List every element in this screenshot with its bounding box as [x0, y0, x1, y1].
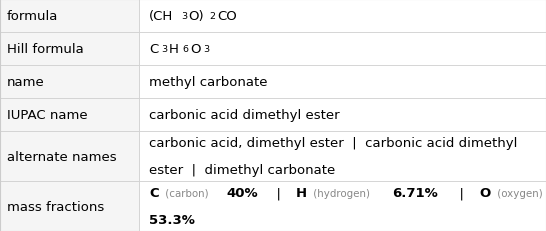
Text: methyl carbonate: methyl carbonate: [149, 76, 268, 88]
Text: 40%: 40%: [227, 187, 258, 200]
Text: carbonic acid, dimethyl ester  |  carbonic acid dimethyl: carbonic acid, dimethyl ester | carbonic…: [149, 136, 518, 149]
Text: formula: formula: [7, 10, 58, 23]
Text: |: |: [268, 187, 289, 200]
Text: 6: 6: [182, 45, 188, 54]
Text: (oxygen): (oxygen): [494, 188, 543, 198]
Bar: [139, 182, 546, 231]
Text: C: C: [149, 43, 158, 56]
Bar: [0, 131, 139, 182]
Text: CO: CO: [217, 10, 236, 23]
Text: IUPAC name: IUPAC name: [7, 108, 87, 121]
Bar: [139, 0, 546, 33]
Bar: [0, 33, 139, 66]
Text: 2: 2: [209, 12, 215, 21]
Bar: [0, 0, 139, 33]
Bar: [0, 66, 139, 98]
Text: alternate names: alternate names: [7, 150, 117, 163]
Text: Hill formula: Hill formula: [7, 43, 84, 56]
Text: carbonic acid dimethyl ester: carbonic acid dimethyl ester: [149, 108, 340, 121]
Text: H: H: [295, 187, 306, 200]
Bar: [0, 98, 139, 131]
Text: |: |: [452, 187, 473, 200]
Text: (carbon): (carbon): [162, 188, 212, 198]
Bar: [0, 182, 139, 231]
Text: H: H: [169, 43, 179, 56]
Text: 3: 3: [161, 45, 168, 54]
Bar: [139, 98, 546, 131]
Bar: [139, 33, 546, 66]
Text: ester  |  dimethyl carbonate: ester | dimethyl carbonate: [149, 164, 335, 176]
Text: (hydrogen): (hydrogen): [310, 188, 373, 198]
Bar: [139, 131, 546, 182]
Text: C: C: [149, 187, 159, 200]
Bar: [139, 66, 546, 98]
Text: O): O): [189, 10, 204, 23]
Text: name: name: [7, 76, 45, 88]
Text: 53.3%: 53.3%: [149, 213, 195, 226]
Text: O: O: [479, 187, 490, 200]
Text: 3: 3: [181, 12, 187, 21]
Text: mass fractions: mass fractions: [7, 200, 104, 213]
Text: 3: 3: [204, 45, 210, 54]
Text: (CH: (CH: [149, 10, 174, 23]
Text: O: O: [190, 43, 200, 56]
Text: 6.71%: 6.71%: [392, 187, 438, 200]
